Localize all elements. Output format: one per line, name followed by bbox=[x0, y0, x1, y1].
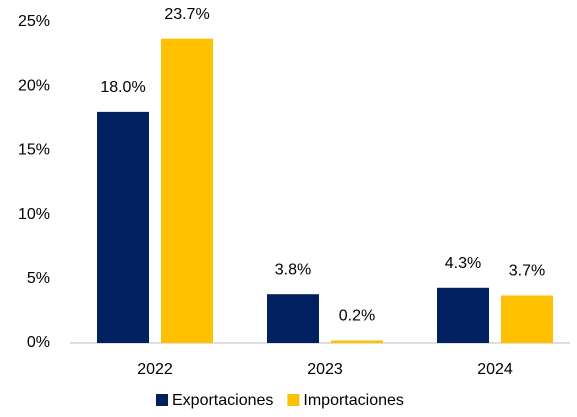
y-tick-label: 15% bbox=[18, 142, 50, 159]
y-tick-label: 20% bbox=[18, 77, 50, 94]
y-tick-label: 25% bbox=[18, 13, 50, 30]
bar bbox=[437, 287, 489, 343]
value-label: 23.7% bbox=[164, 6, 209, 23]
legend-label: Importaciones bbox=[303, 392, 404, 409]
value-label: 3.8% bbox=[275, 261, 311, 278]
value-label: 0.2% bbox=[339, 308, 375, 325]
bar bbox=[161, 38, 213, 343]
bar bbox=[501, 295, 553, 343]
y-tick-label: 0% bbox=[27, 334, 50, 351]
value-label: 18.0% bbox=[100, 79, 145, 96]
bar bbox=[331, 340, 383, 343]
x-tick-label: 2023 bbox=[307, 361, 343, 378]
legend-label: Exportaciones bbox=[172, 392, 273, 409]
legend-swatch bbox=[156, 394, 168, 406]
value-label: 3.7% bbox=[509, 263, 545, 280]
bar bbox=[267, 294, 319, 343]
x-tick-label: 2022 bbox=[137, 361, 173, 378]
y-tick-label: 5% bbox=[27, 270, 50, 287]
legend-swatch bbox=[287, 394, 300, 406]
bar bbox=[97, 111, 149, 343]
y-tick-label: 10% bbox=[18, 206, 50, 223]
x-tick-label: 2024 bbox=[477, 361, 513, 378]
value-label: 4.3% bbox=[445, 255, 481, 272]
